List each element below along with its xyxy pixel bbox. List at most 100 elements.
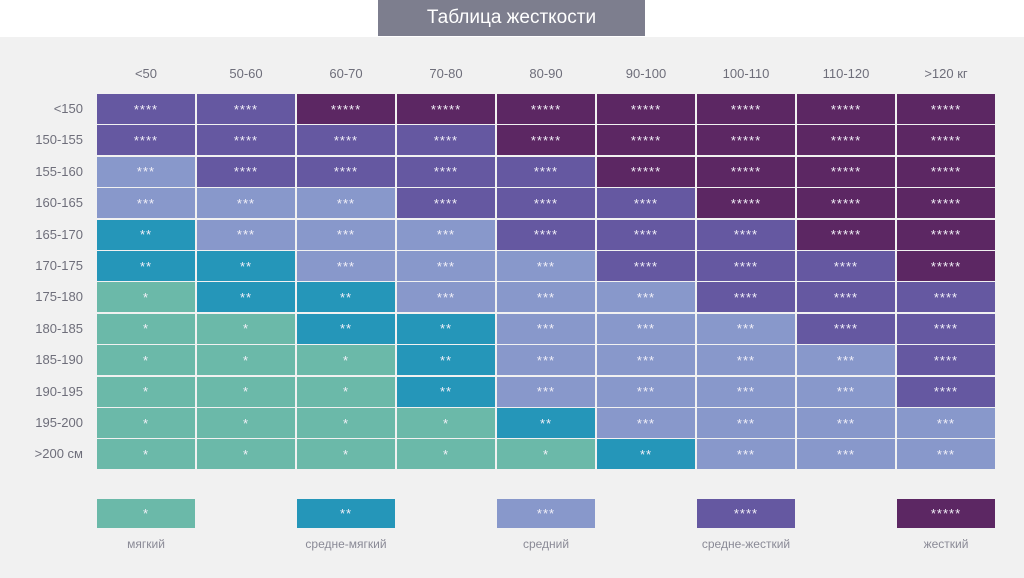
table-cell: **** — [697, 251, 795, 281]
table-cell: * — [197, 313, 295, 344]
table-cell: * — [97, 408, 195, 438]
table-cell: **** — [597, 188, 695, 219]
legend-swatch: **** — [697, 499, 795, 528]
table-cell: ***** — [297, 94, 395, 124]
column-header: 60-70 — [329, 66, 363, 81]
row-header: <150 — [53, 101, 83, 116]
table-cell: *** — [697, 313, 795, 344]
row-header: 160-165 — [35, 195, 83, 211]
table-cell: ***** — [897, 251, 995, 281]
table-cell: *** — [197, 188, 295, 219]
table-cell: *** — [397, 219, 495, 250]
column-header: >120 кг — [924, 66, 968, 81]
table-cell: ***** — [797, 94, 895, 124]
table-cell: ***** — [697, 188, 795, 219]
table-cell: *** — [797, 345, 895, 376]
table-cell: ** — [197, 282, 295, 313]
table-cell: *** — [597, 282, 695, 313]
column-header: 70-80 — [429, 66, 463, 81]
table-cell: * — [397, 439, 495, 470]
table-cell: ***** — [597, 156, 695, 187]
table-cell: **** — [897, 376, 995, 407]
table-cell: ***** — [797, 219, 895, 250]
table-cell: **** — [897, 345, 995, 376]
table-cell: ** — [397, 345, 495, 376]
column-header: 100-110 — [722, 66, 770, 81]
table-cell: *** — [597, 376, 695, 407]
row-header: 195-200 — [35, 415, 83, 430]
table-cell: * — [97, 376, 195, 407]
table-cell: *** — [497, 282, 595, 313]
table-cell: * — [397, 408, 495, 438]
table-cell: *** — [497, 313, 595, 344]
table-cell: * — [197, 376, 295, 407]
table-cell: **** — [497, 188, 595, 219]
table-cell: ** — [97, 251, 195, 281]
table-cell: ***** — [797, 156, 895, 187]
table-cell: **** — [597, 251, 695, 281]
table-cell: ** — [197, 251, 295, 281]
table-cell: **** — [297, 156, 395, 187]
table-cell: * — [197, 408, 295, 438]
table-cell: * — [97, 345, 195, 376]
row-header: 150-155 — [35, 132, 83, 148]
table-cell: *** — [297, 219, 395, 250]
table-cell: **** — [197, 156, 295, 187]
table-cell: *** — [697, 439, 795, 470]
table-cell: **** — [697, 219, 795, 250]
page-title: Таблица жесткости — [378, 0, 645, 36]
table-cell: **** — [197, 125, 295, 156]
table-cell: ** — [97, 219, 195, 250]
table-cell: *** — [297, 188, 395, 219]
legend-swatch: ** — [297, 499, 395, 528]
table-cell: **** — [797, 313, 895, 344]
table-cell: *** — [797, 408, 895, 438]
table-cell: *** — [297, 251, 395, 281]
table-cell: *** — [597, 313, 695, 344]
table-cell: *** — [97, 188, 195, 219]
table-cell: **** — [97, 94, 195, 124]
table-cell: **** — [897, 313, 995, 344]
table-cell: **** — [297, 125, 395, 156]
row-header: 190-195 — [35, 383, 83, 399]
column-header: <50 — [134, 66, 158, 81]
table-cell: ** — [597, 439, 695, 470]
table-cell: ** — [497, 408, 595, 438]
table-cell: ***** — [697, 94, 795, 124]
legend-label: средне-жесткий — [701, 537, 791, 551]
table-cell: ***** — [797, 125, 895, 156]
column-header: 110-120 — [822, 66, 870, 81]
table-cell: ***** — [697, 125, 795, 156]
table-cell: ***** — [897, 219, 995, 250]
table-cell: **** — [497, 156, 595, 187]
table-cell: *** — [497, 251, 595, 281]
table-cell: *** — [897, 439, 995, 470]
table-cell: *** — [697, 345, 795, 376]
table-cell: * — [297, 345, 395, 376]
table-cell: *** — [697, 408, 795, 438]
table-cell: **** — [897, 282, 995, 313]
table-cell: ***** — [897, 94, 995, 124]
table-cell: * — [97, 439, 195, 470]
table-cell: * — [97, 282, 195, 313]
legend-swatch: ***** — [897, 499, 995, 528]
table-cell: *** — [897, 408, 995, 438]
legend-label: средне-мягкий — [305, 537, 387, 551]
table-cell: ***** — [797, 188, 895, 219]
row-header: 175-180 — [35, 289, 83, 305]
table-cell: **** — [697, 282, 795, 313]
table-cell: * — [297, 439, 395, 470]
table-cell: ***** — [897, 125, 995, 156]
row-header: 155-160 — [35, 163, 83, 179]
table-cell: * — [197, 439, 295, 470]
table-cell: ***** — [697, 156, 795, 187]
column-header: 50-60 — [229, 66, 263, 81]
table-cell: *** — [197, 219, 295, 250]
legend-label: жесткий — [923, 537, 969, 551]
column-header: 90-100 — [625, 66, 667, 81]
table-cell: *** — [97, 156, 195, 187]
table-cell: *** — [697, 376, 795, 407]
table-cell: ** — [297, 313, 395, 344]
table-cell: *** — [797, 376, 895, 407]
table-cell: ***** — [397, 94, 495, 124]
